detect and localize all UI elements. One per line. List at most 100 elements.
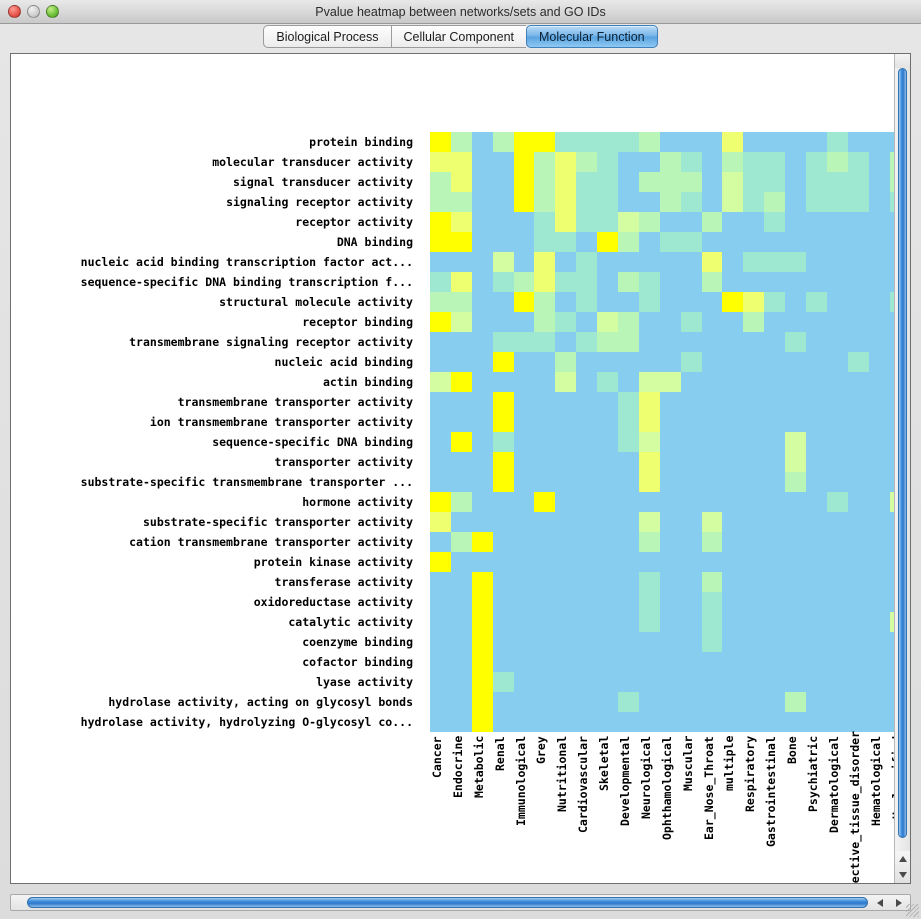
- heatmap-cell[interactable]: [785, 552, 807, 572]
- heatmap-cell[interactable]: [555, 492, 577, 512]
- heatmap-cell[interactable]: [555, 392, 577, 412]
- heatmap-cell[interactable]: [555, 572, 577, 592]
- heatmap-cell[interactable]: [576, 652, 598, 672]
- heatmap-cell[interactable]: [701, 512, 723, 532]
- heatmap-cell[interactable]: [743, 492, 765, 512]
- heatmap-cell[interactable]: [576, 452, 598, 472]
- heatmap-cell[interactable]: [471, 612, 493, 632]
- heatmap-cell[interactable]: [847, 472, 869, 492]
- heatmap-cell[interactable]: [680, 512, 702, 532]
- heatmap-cell[interactable]: [576, 592, 598, 612]
- heatmap-cell[interactable]: [576, 572, 598, 592]
- heatmap-cell[interactable]: [450, 212, 472, 232]
- heatmap-cell[interactable]: [430, 472, 451, 492]
- heatmap-cell[interactable]: [430, 312, 451, 332]
- heatmap-cell[interactable]: [889, 252, 894, 272]
- heatmap-cell[interactable]: [743, 152, 765, 172]
- heatmap-cell[interactable]: [826, 512, 848, 532]
- heatmap-cell[interactable]: [806, 652, 827, 672]
- heatmap-cell[interactable]: [430, 692, 451, 712]
- heatmap-cell[interactable]: [555, 612, 577, 632]
- heatmap-cell[interactable]: [680, 532, 702, 552]
- heatmap-cell[interactable]: [826, 192, 848, 212]
- heatmap-cell[interactable]: [430, 432, 451, 452]
- heatmap-cell[interactable]: [680, 232, 702, 252]
- heatmap-cell[interactable]: [513, 352, 535, 372]
- heatmap-cell[interactable]: [450, 132, 472, 152]
- heatmap-cell[interactable]: [471, 232, 493, 252]
- heatmap-cell[interactable]: [576, 392, 598, 412]
- heatmap-cell[interactable]: [701, 452, 723, 472]
- heatmap-cell[interactable]: [764, 312, 786, 332]
- heatmap-cell[interactable]: [555, 632, 577, 652]
- heatmap-cell[interactable]: [826, 712, 848, 732]
- heatmap-cell[interactable]: [764, 672, 786, 692]
- heatmap-cell[interactable]: [868, 352, 890, 372]
- heatmap-cell[interactable]: [618, 212, 639, 232]
- heatmap-cell[interactable]: [889, 412, 894, 432]
- heatmap-cell[interactable]: [492, 692, 514, 712]
- heatmap-cell[interactable]: [743, 132, 765, 152]
- heatmap-cell[interactable]: [555, 212, 577, 232]
- heatmap-cell[interactable]: [597, 652, 619, 672]
- heatmap-cell[interactable]: [764, 532, 786, 552]
- heatmap-cell[interactable]: [806, 372, 827, 392]
- heatmap-cell[interactable]: [722, 472, 744, 492]
- heatmap-cell[interactable]: [722, 412, 744, 432]
- heatmap-cell[interactable]: [450, 532, 472, 552]
- heatmap-cell[interactable]: [680, 352, 702, 372]
- heatmap-cell[interactable]: [555, 232, 577, 252]
- heatmap-cell[interactable]: [513, 572, 535, 592]
- heatmap-cell[interactable]: [722, 332, 744, 352]
- heatmap-cell[interactable]: [680, 292, 702, 312]
- heatmap-cell[interactable]: [576, 132, 598, 152]
- heatmap-cell[interactable]: [534, 472, 556, 492]
- heatmap-cell[interactable]: [847, 592, 869, 612]
- heatmap-cell[interactable]: [471, 312, 493, 332]
- heatmap-cell[interactable]: [826, 172, 848, 192]
- heatmap-cell[interactable]: [785, 232, 807, 252]
- heatmap-cell[interactable]: [555, 652, 577, 672]
- heatmap-cell[interactable]: [785, 412, 807, 432]
- heatmap-cell[interactable]: [826, 492, 848, 512]
- heatmap-cell[interactable]: [764, 392, 786, 412]
- heatmap-cell[interactable]: [847, 352, 869, 372]
- heatmap-cell[interactable]: [722, 152, 744, 172]
- heatmap-cell[interactable]: [806, 452, 827, 472]
- horizontal-scrollbar-thumb[interactable]: [27, 897, 868, 908]
- heatmap-cell[interactable]: [638, 532, 660, 552]
- heatmap-cell[interactable]: [701, 592, 723, 612]
- heatmap-cell[interactable]: [430, 392, 451, 412]
- heatmap-cell[interactable]: [471, 652, 493, 672]
- heatmap-cell[interactable]: [492, 572, 514, 592]
- heatmap-cell[interactable]: [430, 652, 451, 672]
- heatmap-cell[interactable]: [826, 692, 848, 712]
- heatmap-cell[interactable]: [701, 432, 723, 452]
- heatmap-cell[interactable]: [471, 492, 493, 512]
- heatmap-cell[interactable]: [722, 432, 744, 452]
- heatmap-cell[interactable]: [618, 712, 639, 732]
- heatmap-cell[interactable]: [597, 392, 619, 412]
- heatmap-cell[interactable]: [638, 232, 660, 252]
- heatmap-cell[interactable]: [450, 712, 472, 732]
- heatmap-cell[interactable]: [597, 172, 619, 192]
- heatmap-cell[interactable]: [450, 252, 472, 272]
- heatmap-cell[interactable]: [785, 352, 807, 372]
- heatmap-cell[interactable]: [701, 672, 723, 692]
- heatmap-cell[interactable]: [743, 572, 765, 592]
- heatmap-cell[interactable]: [889, 272, 894, 292]
- heatmap-cell[interactable]: [722, 232, 744, 252]
- heatmap-cell[interactable]: [534, 452, 556, 472]
- heatmap-cell[interactable]: [722, 612, 744, 632]
- heatmap-cell[interactable]: [471, 412, 493, 432]
- heatmap-cell[interactable]: [492, 712, 514, 732]
- heatmap-cell[interactable]: [576, 172, 598, 192]
- heatmap-cell[interactable]: [492, 452, 514, 472]
- heatmap-cell[interactable]: [534, 292, 556, 312]
- heatmap-cell[interactable]: [806, 612, 827, 632]
- heatmap-cell[interactable]: [847, 632, 869, 652]
- heatmap-cell[interactable]: [889, 192, 894, 212]
- heatmap-cell[interactable]: [471, 352, 493, 372]
- heatmap-cell[interactable]: [659, 132, 681, 152]
- heatmap-cell[interactable]: [806, 332, 827, 352]
